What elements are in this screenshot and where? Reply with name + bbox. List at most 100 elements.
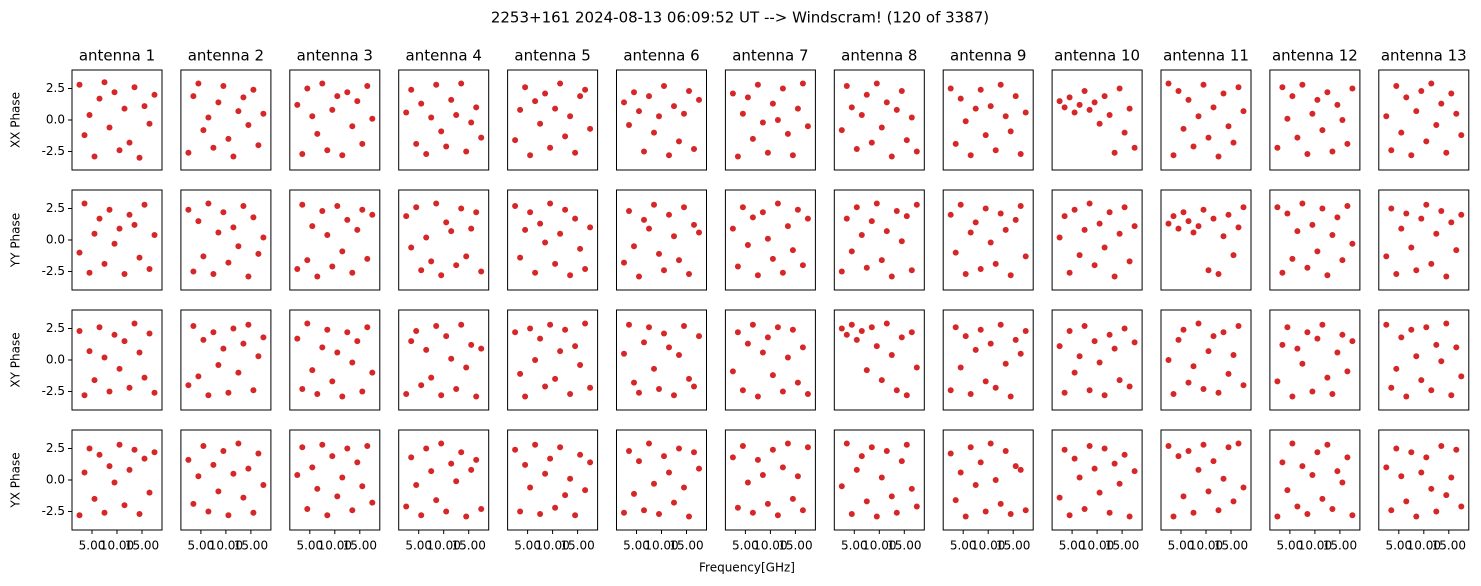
point [1418, 377, 1425, 384]
subplot [180, 429, 272, 531]
point [1339, 257, 1346, 264]
point [86, 348, 93, 355]
axes-frame [1160, 69, 1252, 171]
point [1408, 449, 1415, 456]
point [903, 213, 910, 220]
point [779, 464, 786, 471]
point [116, 365, 123, 372]
subplot [724, 309, 816, 411]
point [260, 234, 267, 241]
subplot [507, 309, 599, 411]
point [1309, 388, 1316, 395]
point [686, 375, 692, 382]
point [1279, 459, 1286, 466]
point [853, 145, 860, 152]
point [1017, 151, 1024, 158]
point [349, 123, 356, 130]
point [478, 505, 485, 512]
point [1423, 324, 1430, 331]
point [126, 384, 133, 391]
point [1205, 348, 1212, 355]
point [532, 98, 539, 105]
point [898, 458, 905, 465]
point [661, 82, 667, 89]
point [686, 513, 692, 520]
point [582, 320, 589, 327]
point [749, 509, 756, 516]
point [977, 459, 984, 466]
point [1334, 214, 1341, 221]
point [81, 132, 88, 139]
point [1175, 225, 1182, 232]
point [621, 259, 627, 266]
point [1433, 122, 1440, 129]
axes-frame [1269, 189, 1361, 291]
x-tick-label: 15.00 [560, 539, 594, 553]
point [136, 254, 143, 261]
point [582, 265, 589, 272]
point [572, 343, 579, 350]
point [255, 250, 262, 257]
point [185, 206, 192, 213]
point [1126, 105, 1133, 112]
point [1131, 223, 1138, 230]
axes-frame [180, 69, 272, 171]
subplot [724, 69, 816, 171]
axes-frame [1051, 189, 1143, 291]
point [111, 89, 118, 96]
point [1408, 152, 1415, 159]
point [972, 482, 979, 489]
point [769, 372, 776, 379]
point [982, 132, 989, 139]
point [631, 379, 637, 386]
point [369, 211, 376, 218]
axes-frame [1378, 69, 1470, 171]
point [1329, 148, 1336, 155]
point [1111, 149, 1118, 156]
point [151, 231, 158, 238]
point [1453, 247, 1460, 254]
point [1349, 85, 1356, 92]
y-tick-label: 0.0 [46, 233, 65, 247]
row-label: YX Phase [9, 452, 23, 508]
point [408, 86, 415, 93]
point [1012, 93, 1019, 100]
point [1383, 464, 1390, 471]
point [799, 507, 806, 514]
point [1086, 442, 1093, 449]
point [1349, 512, 1356, 519]
point [789, 326, 796, 333]
point [646, 324, 652, 331]
axes-frame [942, 189, 1034, 291]
point [1022, 507, 1029, 514]
point [334, 93, 341, 100]
point [537, 511, 544, 518]
point [1443, 320, 1450, 327]
point [651, 201, 657, 208]
column-title: antenna 9 [950, 47, 1026, 65]
point [1061, 104, 1068, 111]
y-tick-label: 2.5 [46, 81, 65, 95]
point [1111, 345, 1118, 352]
subplot [833, 69, 925, 171]
point [324, 326, 331, 333]
point [1071, 369, 1078, 376]
point [681, 484, 687, 491]
point [754, 81, 761, 88]
point [878, 377, 885, 384]
point [729, 454, 736, 461]
subplot [1378, 189, 1470, 291]
point [868, 444, 875, 451]
point [686, 271, 692, 278]
point [888, 153, 895, 160]
x-tick-label: 5.00 [1059, 539, 1086, 553]
point [210, 144, 217, 151]
point [1210, 104, 1217, 111]
point [784, 440, 791, 447]
point [250, 86, 257, 93]
point [759, 349, 766, 356]
point [804, 391, 811, 398]
x-tick-label: 5.00 [296, 539, 323, 553]
point [314, 273, 321, 280]
point [91, 377, 98, 384]
